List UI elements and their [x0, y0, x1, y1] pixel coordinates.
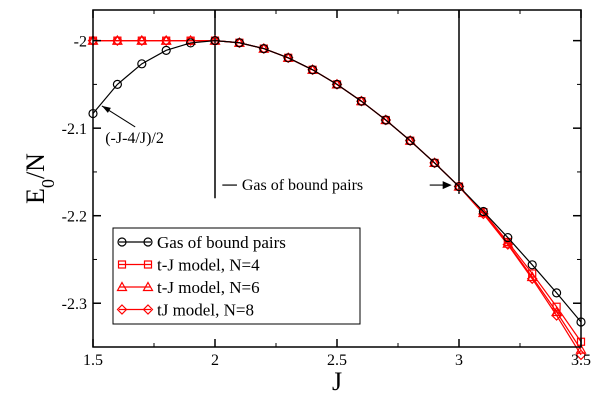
data-point-circle	[143, 237, 153, 247]
data-point-circle	[186, 38, 196, 48]
data-point-triangle	[502, 237, 514, 248]
data-point-circle	[527, 260, 537, 270]
y-axis-title-tail: /N	[21, 153, 50, 179]
y-axis-title-main: E	[21, 188, 50, 204]
data-point-triangle	[477, 207, 489, 218]
data-point-diamond	[502, 239, 514, 250]
y-axis-title-subscript: 0	[38, 179, 58, 188]
formula-annotation: (-J-4/J)/2	[105, 130, 164, 147]
data-point-circle	[381, 115, 391, 125]
data-point-circle	[117, 237, 127, 247]
legend-label: t-J model, N=4	[157, 256, 260, 275]
data-point-circle	[430, 158, 440, 168]
data-point-diamond	[160, 35, 172, 46]
y-axis-title: E0/N	[21, 153, 58, 204]
region-arrowhead	[442, 181, 452, 190]
data-point-diamond	[526, 273, 538, 285]
data-point-circle	[137, 59, 147, 69]
x-tick-label: 1.5	[83, 352, 103, 369]
data-point-diamond	[136, 35, 148, 46]
data-point-circle	[308, 65, 318, 75]
y-tick-label: -2	[74, 34, 87, 51]
y-tick-label: -2.3	[62, 296, 87, 313]
data-point-circle	[259, 44, 269, 54]
legend-box	[112, 227, 361, 325]
legend: Gas of bound pairs t-J model, N=4 t-J mode…	[112, 227, 361, 325]
x-tick-label: 2.5	[327, 352, 347, 369]
data-point-circle	[551, 288, 562, 298]
region-annotation: Gas of bound pairs	[242, 177, 363, 194]
data-point-triangle	[142, 281, 154, 292]
data-point-circle	[112, 79, 123, 90]
data-point-diamond	[185, 35, 196, 46]
labels-layer: 1.5 2 2.5 3 3.5 -2.3 -2.2 -2.1 -2 J E0/N	[21, 34, 591, 396]
data-point-diamond	[112, 35, 123, 46]
data-point-diamond	[116, 304, 128, 315]
legend-label: t-J model, N=6	[157, 278, 260, 297]
data-point-square	[117, 260, 127, 269]
data-point-diamond	[142, 304, 154, 315]
data-point-circle	[234, 38, 244, 48]
series-0	[88, 36, 586, 327]
data-point-circle	[210, 36, 220, 46]
x-axis-title: J	[332, 367, 342, 396]
data-point-circle	[454, 181, 464, 192]
data-point-triangle	[116, 281, 128, 292]
data-point-diamond	[575, 349, 587, 361]
annotations-layer: (-J-4/J)/2 Gas of bound pairs	[101, 10, 460, 199]
x-tick-label: 3	[455, 352, 463, 369]
y-tick-label: -2.1	[62, 121, 87, 138]
legend-label: tJ model, N=8	[157, 301, 254, 320]
x-tick-label: 3.5	[571, 352, 591, 369]
x-tick-label: 2	[211, 352, 219, 369]
data-point-circle	[283, 53, 293, 63]
y-tick-label: -2.2	[62, 209, 87, 226]
data-point-circle	[503, 232, 513, 243]
data-point-circle	[405, 136, 415, 146]
ticks-layer	[92, 10, 582, 348]
data-point-square	[143, 260, 153, 269]
series-line	[92, 40, 582, 323]
data-point-triangle	[575, 343, 587, 354]
formula-arrowhead	[101, 105, 111, 113]
data-point-diamond	[551, 310, 562, 321]
data-point-diamond	[478, 208, 489, 220]
legend-label: Gas of bound pairs	[157, 233, 286, 252]
data-point-circle	[332, 79, 342, 90]
data-point-circle	[478, 206, 488, 217]
data-point-circle	[356, 96, 366, 106]
data-point-circle	[161, 45, 171, 55]
